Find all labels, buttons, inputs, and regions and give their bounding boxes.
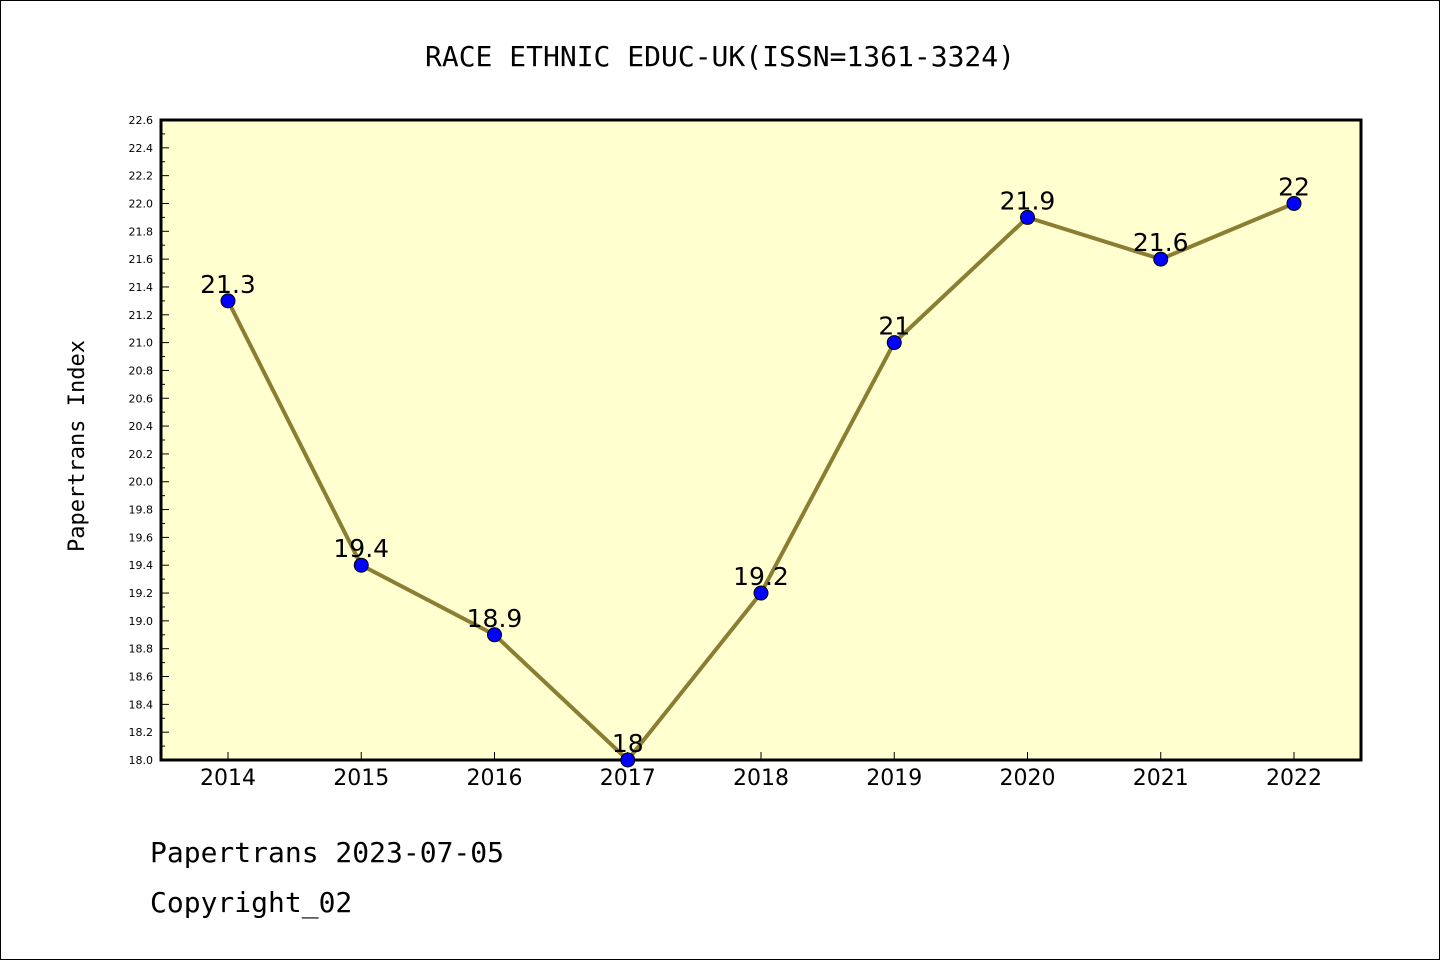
data-point [1286, 195, 1302, 211]
data-label: 19.2 [733, 562, 789, 591]
data-label: 22 [1278, 172, 1310, 201]
y-tick-label: 19.6 [129, 531, 154, 544]
y-tick-label: 20.4 [129, 420, 154, 433]
x-tick-label: 2018 [733, 766, 789, 791]
x-tick-label: 2020 [1000, 766, 1056, 791]
y-tick-label: 19.0 [129, 615, 154, 628]
data-markers [220, 195, 1302, 768]
data-point [620, 752, 636, 768]
y-tick-label: 18.0 [129, 754, 154, 767]
data-label: 21.9 [1000, 186, 1056, 215]
data-label: 18 [612, 729, 644, 758]
data-label: 18.9 [467, 604, 523, 633]
y-tick-label: 18.6 [129, 671, 154, 684]
y-tick-label: 20.0 [129, 476, 154, 489]
y-tick-label: 21.0 [129, 337, 154, 350]
x-tick-label: 2021 [1133, 766, 1189, 791]
y-tick-label: 19.8 [129, 504, 154, 517]
data-label: 21.6 [1133, 228, 1189, 257]
y-tick-label: 21.6 [129, 253, 154, 266]
y-tick-label: 21.4 [129, 281, 154, 294]
y-tick-label: 22.0 [129, 197, 154, 210]
data-point [1020, 209, 1035, 225]
y-tick-label: 20.2 [129, 448, 154, 461]
y-tick-label: 22.4 [129, 142, 154, 155]
y-tick-label: 18.2 [129, 726, 154, 739]
y-tick-label: 21.2 [129, 309, 154, 322]
data-point [753, 585, 769, 601]
y-tick-label: 22.6 [129, 114, 154, 127]
y-tick-label: 21.8 [129, 225, 154, 238]
data-point [353, 557, 369, 573]
y-tick-label: 20.6 [129, 392, 154, 405]
x-axis-ticks: 2014 2015 2016 2017 2018 2019 2020 2021 2022 [200, 752, 1322, 791]
data-point [1153, 251, 1169, 267]
x-tick-label: 2017 [600, 766, 656, 791]
y-axis-ticks: 18.0 18.2 18.4 18.6 18.8 19.0 19.2 19.4 19.6 19.8… [129, 114, 169, 767]
y-tick-label: 19.2 [129, 587, 154, 600]
y-axis-label: Papertrans Index [65, 340, 90, 552]
footer-date-line: Papertrans 2023-07-05 [150, 836, 505, 869]
data-labels: 21.3 19.4 18.9 18 19.2 21 21.9 21.6 22 [200, 172, 1310, 758]
y-tick-label: 18.8 [129, 643, 154, 656]
x-tick-label: 2016 [467, 766, 523, 791]
x-tick-label: 2015 [333, 766, 389, 791]
x-tick-label: 2019 [866, 766, 922, 791]
y-tick-label: 20.8 [129, 364, 154, 377]
data-point [220, 293, 236, 309]
y-tick-label: 18.4 [129, 698, 154, 711]
data-label: 19.4 [333, 534, 389, 563]
chart-title: RACE ETHNIC EDUC-UK(ISSN=1361-3324) [425, 40, 1015, 73]
data-point [886, 335, 902, 351]
data-point [487, 627, 502, 643]
footer-copyright-line: Copyright_02 [150, 886, 353, 919]
data-label: 21 [878, 312, 910, 341]
x-tick-label: 2022 [1266, 766, 1322, 791]
y-tick-label: 22.2 [129, 170, 154, 183]
data-label: 21.3 [200, 270, 256, 299]
y-tick-label: 19.4 [129, 559, 154, 572]
x-tick-label: 2014 [200, 766, 256, 791]
plot-area [159, 118, 1363, 762]
